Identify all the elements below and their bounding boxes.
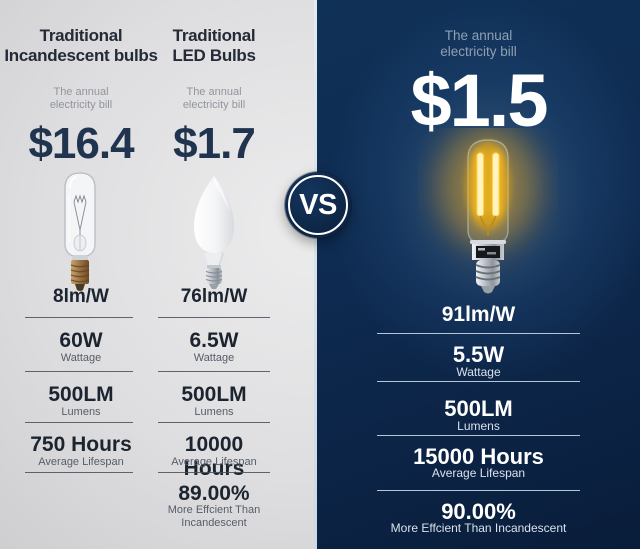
- efficacy-value: 76lm/W: [180, 286, 248, 307]
- caption-line2: electricity bill: [182, 99, 246, 111]
- divider: [377, 435, 580, 436]
- divider: [158, 317, 270, 318]
- stat-label: More Effcient Than Incandescent: [167, 504, 261, 529]
- stat-value: 15000 Hours: [413, 444, 544, 469]
- caption-line1: The annual: [53, 86, 109, 98]
- column-incandescent: Traditional Incandescent bulbs The annua…: [0, 0, 162, 549]
- column-led: Traditional LED Bulbs The annual electri…: [153, 0, 275, 549]
- stat-label: Wattage: [193, 352, 235, 364]
- vs-badge: VS: [285, 172, 351, 238]
- annual-bill-value: $16.4: [28, 119, 134, 168]
- stat-value: 90.00%: [441, 499, 516, 524]
- divider: [377, 381, 580, 382]
- efficacy-value: 8lm/W: [53, 286, 109, 307]
- efficacy-value: 91lm/W: [441, 303, 516, 326]
- stat-label: Lumens: [194, 406, 234, 418]
- divider: [377, 333, 580, 334]
- stat-label: Average Lifespan: [38, 456, 124, 468]
- stat-value: 60W: [59, 329, 103, 352]
- stat-value: 750 Hours: [30, 433, 132, 456]
- led-candle-bulb-image: [194, 176, 234, 290]
- stat-label: Lumens: [457, 419, 500, 433]
- stat-value: 500LM: [48, 383, 114, 406]
- vs-badge-ring: [288, 175, 348, 235]
- stat-value: 500LM: [444, 396, 513, 421]
- caption-line1: The annual: [444, 28, 513, 43]
- stat-label: Average Lifespan: [171, 456, 257, 468]
- divider: [377, 490, 580, 491]
- divider: [158, 422, 270, 423]
- stat-value: 89.00%: [178, 482, 250, 505]
- annual-bill-value: $1.5: [410, 59, 548, 142]
- caption-line2: electricity bill: [49, 99, 113, 111]
- stat-value: 5.5W: [452, 342, 505, 367]
- column-title: Traditional Incandescent bulbs: [0, 26, 162, 66]
- stat-value: 6.5W: [189, 329, 239, 352]
- stat-value: 500LM: [181, 383, 247, 406]
- caption-line1: The annual: [186, 86, 242, 98]
- stat-label: Wattage: [60, 352, 102, 364]
- stat-label: Average Lifespan: [431, 466, 526, 480]
- divider: [25, 371, 133, 372]
- stat-label: Wattage: [456, 365, 501, 379]
- column-title-line2: Incandescent bulbs: [4, 46, 158, 65]
- featured-panel: The annual electricity bill $1.5: [317, 0, 640, 549]
- column-title-line1: Traditional: [172, 26, 256, 45]
- stat-value: 10000 Hours: [183, 433, 245, 480]
- incandescent-bulb-image: [64, 172, 96, 291]
- filament-led-bulb-image: [426, 128, 550, 294]
- column-title-line1: Traditional: [39, 26, 123, 45]
- divider: [25, 317, 133, 318]
- stat-label: Lumens: [61, 406, 101, 418]
- annual-bill-value: $1.7: [173, 119, 256, 168]
- annual-bill-caption: The annual electricity bill: [317, 28, 640, 60]
- column-title-line2: LED Bulbs: [172, 46, 256, 65]
- column-title: Traditional LED Bulbs: [153, 26, 275, 66]
- stat-label: More Effcient Than Incandescent: [390, 521, 567, 535]
- divider: [158, 371, 270, 372]
- divider: [25, 472, 133, 473]
- left-panel: Traditional Incandescent bulbs The annua…: [0, 0, 317, 549]
- annual-bill-caption: The annual electricity bill: [0, 86, 162, 112]
- panel-divider: [314, 0, 317, 549]
- divider: [158, 472, 270, 473]
- divider: [25, 422, 133, 423]
- annual-bill-caption: The annual electricity bill: [153, 86, 275, 112]
- caption-line2: electricity bill: [440, 44, 517, 59]
- vs-badge-label: VS: [299, 188, 337, 221]
